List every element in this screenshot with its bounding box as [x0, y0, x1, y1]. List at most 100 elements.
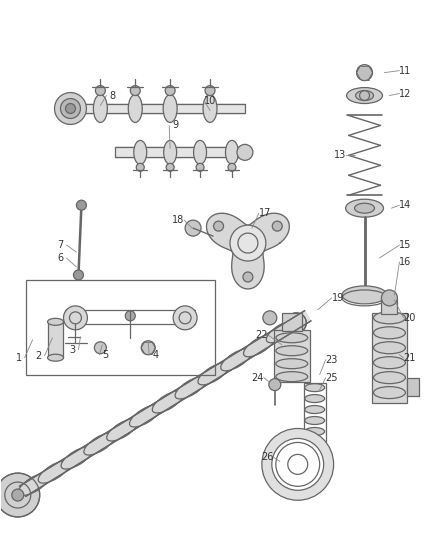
- Bar: [304, 383, 326, 442]
- Text: 6: 6: [57, 253, 64, 263]
- Ellipse shape: [134, 140, 147, 164]
- Ellipse shape: [38, 461, 70, 483]
- Circle shape: [269, 378, 281, 391]
- Circle shape: [166, 163, 174, 171]
- Text: 9: 9: [172, 120, 178, 131]
- Circle shape: [237, 144, 253, 160]
- Text: 16: 16: [399, 257, 412, 267]
- Ellipse shape: [175, 377, 207, 399]
- Text: 25: 25: [325, 373, 338, 383]
- Text: 23: 23: [325, 354, 338, 365]
- Ellipse shape: [374, 386, 406, 399]
- Circle shape: [173, 306, 197, 330]
- Text: 18: 18: [172, 215, 184, 225]
- Text: 15: 15: [399, 240, 412, 250]
- Polygon shape: [206, 213, 290, 289]
- Ellipse shape: [346, 87, 382, 103]
- Circle shape: [230, 225, 266, 261]
- Circle shape: [263, 311, 277, 325]
- Ellipse shape: [107, 419, 138, 441]
- Ellipse shape: [305, 416, 325, 424]
- Circle shape: [74, 270, 83, 280]
- Ellipse shape: [93, 94, 107, 123]
- Text: 22: 22: [256, 330, 268, 340]
- Circle shape: [205, 86, 215, 95]
- Text: 13: 13: [333, 150, 346, 160]
- Text: 11: 11: [399, 66, 412, 76]
- Ellipse shape: [18, 473, 50, 495]
- Polygon shape: [19, 311, 311, 496]
- Text: 21: 21: [403, 353, 416, 363]
- Circle shape: [12, 489, 24, 501]
- Ellipse shape: [130, 405, 161, 427]
- Circle shape: [185, 220, 201, 236]
- Circle shape: [66, 103, 75, 114]
- Ellipse shape: [164, 140, 177, 164]
- Bar: [371, 313, 407, 402]
- Ellipse shape: [276, 333, 308, 343]
- Circle shape: [77, 200, 86, 210]
- Bar: [381, 298, 397, 314]
- Circle shape: [130, 86, 140, 95]
- Circle shape: [141, 341, 155, 355]
- Ellipse shape: [266, 320, 298, 343]
- Circle shape: [272, 221, 282, 231]
- Bar: [407, 378, 419, 395]
- Circle shape: [95, 86, 106, 95]
- Text: 24: 24: [252, 373, 264, 383]
- Ellipse shape: [163, 94, 177, 123]
- Text: 7: 7: [57, 240, 64, 250]
- Circle shape: [0, 473, 40, 517]
- Ellipse shape: [356, 91, 374, 101]
- Ellipse shape: [374, 357, 406, 369]
- Text: 4: 4: [152, 350, 158, 360]
- Ellipse shape: [48, 318, 64, 325]
- Text: 10: 10: [204, 95, 216, 106]
- Circle shape: [196, 163, 204, 171]
- Ellipse shape: [198, 362, 230, 385]
- Ellipse shape: [355, 203, 374, 213]
- Ellipse shape: [48, 354, 64, 361]
- Circle shape: [262, 429, 334, 500]
- Ellipse shape: [305, 394, 325, 402]
- Text: 20: 20: [403, 313, 416, 323]
- Ellipse shape: [152, 391, 184, 413]
- Circle shape: [54, 93, 86, 124]
- Circle shape: [136, 163, 144, 171]
- Ellipse shape: [374, 312, 406, 324]
- Ellipse shape: [305, 384, 325, 392]
- Bar: [115, 148, 245, 157]
- Text: 17: 17: [259, 208, 271, 218]
- Ellipse shape: [305, 427, 325, 435]
- Ellipse shape: [276, 346, 308, 356]
- Ellipse shape: [128, 94, 142, 123]
- Ellipse shape: [276, 359, 308, 369]
- Circle shape: [64, 306, 88, 330]
- Text: 19: 19: [332, 293, 344, 303]
- Ellipse shape: [244, 335, 275, 357]
- Ellipse shape: [84, 433, 115, 455]
- Ellipse shape: [226, 140, 238, 164]
- Ellipse shape: [374, 327, 406, 339]
- Ellipse shape: [203, 94, 217, 123]
- Circle shape: [214, 221, 223, 231]
- Text: 1: 1: [16, 353, 22, 363]
- Bar: [274, 330, 310, 382]
- Circle shape: [228, 163, 236, 171]
- Ellipse shape: [305, 406, 325, 414]
- Ellipse shape: [346, 199, 384, 217]
- Bar: [25, 280, 215, 375]
- Text: 26: 26: [261, 453, 274, 463]
- Bar: [282, 313, 302, 331]
- Circle shape: [165, 86, 175, 95]
- Text: 8: 8: [109, 91, 115, 101]
- Ellipse shape: [61, 447, 92, 469]
- Circle shape: [95, 342, 106, 354]
- Ellipse shape: [374, 342, 406, 354]
- Bar: [48, 322, 64, 358]
- Ellipse shape: [342, 286, 387, 304]
- Ellipse shape: [221, 349, 252, 371]
- Circle shape: [125, 311, 135, 321]
- Ellipse shape: [276, 372, 308, 382]
- Circle shape: [243, 272, 253, 282]
